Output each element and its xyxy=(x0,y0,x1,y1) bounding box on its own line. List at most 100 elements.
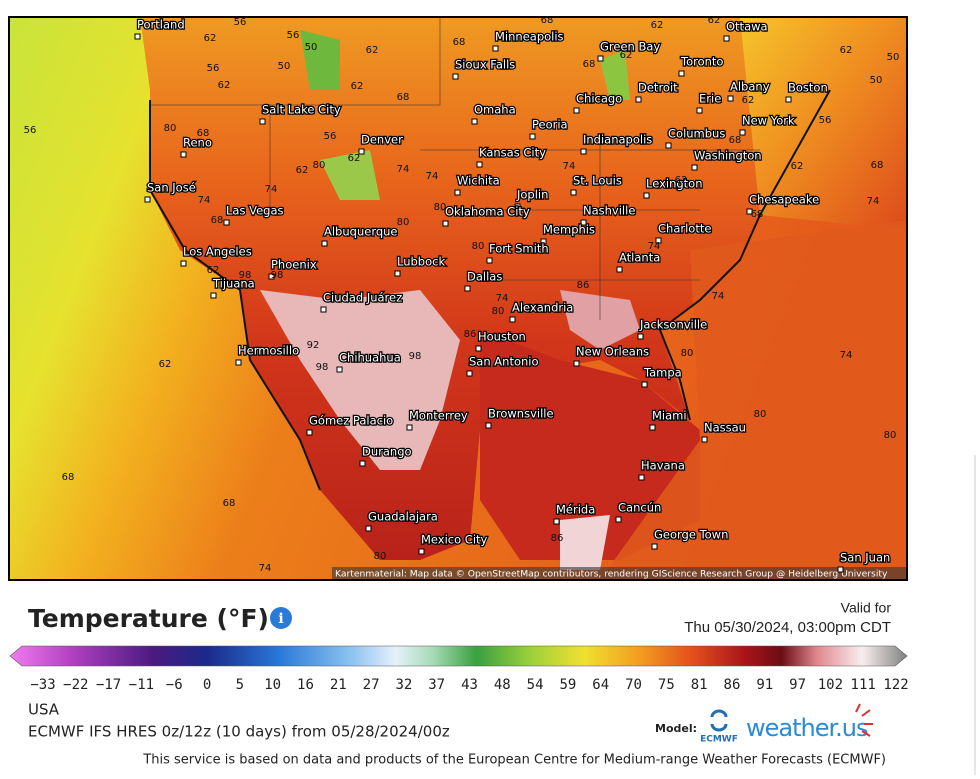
atlantic-south xyxy=(600,220,907,580)
city-label: George Town xyxy=(654,528,728,542)
city-label: Minneapolis xyxy=(495,30,564,44)
info-button[interactable]: i xyxy=(270,607,292,629)
temperature-label: 50 xyxy=(305,42,318,53)
city-label: New Orleans xyxy=(576,345,649,359)
model-run: ECMWF IFS HRES 0z/12z (10 days) from 05/… xyxy=(28,723,450,741)
city-label: Omaha xyxy=(474,103,516,117)
temperature-label: 62 xyxy=(366,45,379,56)
temperature-label: 74 xyxy=(867,196,880,207)
scale-label: 32 xyxy=(395,677,412,693)
temperature-label: 86 xyxy=(551,533,564,544)
city-dot xyxy=(691,164,698,171)
city-label: Sioux Falls xyxy=(455,58,515,72)
scale-label: 59 xyxy=(559,677,576,693)
city-label: Guadalajara xyxy=(368,510,438,524)
coastline xyxy=(149,89,831,491)
temperature-label: 62 xyxy=(159,359,172,370)
city-dot xyxy=(573,107,580,114)
city-label: Joplin xyxy=(516,188,548,202)
scale-label: 102 xyxy=(818,677,843,693)
city-dot xyxy=(320,306,327,313)
city-label: Charlotte xyxy=(658,222,711,236)
info-icon[interactable] xyxy=(270,607,292,629)
cool-region xyxy=(320,150,380,200)
city-label: San Antonio xyxy=(469,355,539,369)
title: Temperature (°F) xyxy=(28,604,269,633)
city-label: Alexandria xyxy=(512,301,573,315)
scale-label: 111 xyxy=(851,677,876,693)
city-label: Washington xyxy=(694,149,762,163)
city-label: Reno xyxy=(183,136,212,150)
city-dot xyxy=(651,543,658,550)
temperature-label: 62 xyxy=(218,80,231,91)
temperature-label: 74 xyxy=(265,184,278,195)
scale-label: 27 xyxy=(363,677,380,693)
city-dot xyxy=(180,260,187,267)
city-dot xyxy=(701,436,708,443)
temperature-label: 68 xyxy=(541,15,554,26)
city-dot xyxy=(635,96,642,103)
city-label: Detroit xyxy=(638,81,678,95)
city-label: Brownsville xyxy=(488,407,554,421)
city-labels: Portland Minneapolis Ottawa Green Bay Sioux … xyxy=(134,17,892,573)
city-label: Nashville xyxy=(583,204,635,218)
temperature-label: 80 xyxy=(434,202,447,213)
temperature-label: 68 xyxy=(62,472,75,483)
city-dot xyxy=(306,429,313,436)
temperature-label: 62 xyxy=(791,161,804,172)
borders xyxy=(150,17,760,320)
scale-label: 10 xyxy=(264,677,281,693)
temperature-label: 68 xyxy=(583,59,596,70)
temperature-label: 92 xyxy=(307,340,320,351)
city-dot xyxy=(665,142,672,149)
scale-label: 16 xyxy=(297,677,314,693)
city-dot xyxy=(573,360,580,367)
city-dot xyxy=(641,381,648,388)
city-dot xyxy=(406,424,413,431)
city-label: Albany xyxy=(730,80,770,94)
temperature-label: 68 xyxy=(871,160,884,171)
city-label: Cancún xyxy=(618,501,661,515)
city-label: Tampa xyxy=(643,366,682,380)
temperature-label: 56 xyxy=(24,125,37,136)
city-label: Miami xyxy=(652,409,687,423)
temperature-label: 68 xyxy=(751,209,764,220)
scale-label: 97 xyxy=(789,677,806,693)
city-label: Ottawa xyxy=(726,20,768,34)
city-label: Indianapolis xyxy=(583,133,652,147)
temperature-label: 74 xyxy=(648,241,661,252)
temperature-label: 62 xyxy=(207,265,220,276)
city-label: San Juan xyxy=(840,551,890,565)
city-dot xyxy=(696,107,703,114)
temperature-label: 80 xyxy=(884,430,897,441)
map-frame xyxy=(8,16,908,581)
ecmwf-logo xyxy=(710,709,728,732)
disclaimer: This service is based on data and produc… xyxy=(142,753,886,768)
brand[interactable]: weather.us xyxy=(746,714,869,742)
temperature-label: 62 xyxy=(675,175,688,186)
city-label: Gómez Palacio xyxy=(309,414,393,428)
city-label: Lubbock xyxy=(397,255,445,269)
temperature-label: 80 xyxy=(374,551,387,562)
city-label: Peoria xyxy=(532,118,568,132)
scale-label: 21 xyxy=(330,677,347,693)
temperature-label: 80 xyxy=(164,123,177,134)
color-scale xyxy=(9,645,908,667)
cool-region xyxy=(300,30,340,90)
city-label: Chesapeake xyxy=(749,193,819,207)
city-dot xyxy=(637,333,644,340)
city-label: Fort Smith xyxy=(489,242,549,256)
model-label: Model: xyxy=(655,722,697,735)
temperature-label: 98 xyxy=(409,351,422,362)
city-dot xyxy=(321,240,328,247)
city-label: Boston xyxy=(788,81,828,95)
city-label: St. Louis xyxy=(573,174,622,188)
scale-label: −6 xyxy=(166,677,183,693)
city-label: Lexington xyxy=(646,177,703,191)
city-dot xyxy=(259,118,266,125)
city-label: Dallas xyxy=(467,270,502,284)
hot-region xyxy=(560,515,610,570)
temperature-label: 74 xyxy=(397,164,410,175)
info-icon-glyph[interactable]: i xyxy=(278,611,283,627)
